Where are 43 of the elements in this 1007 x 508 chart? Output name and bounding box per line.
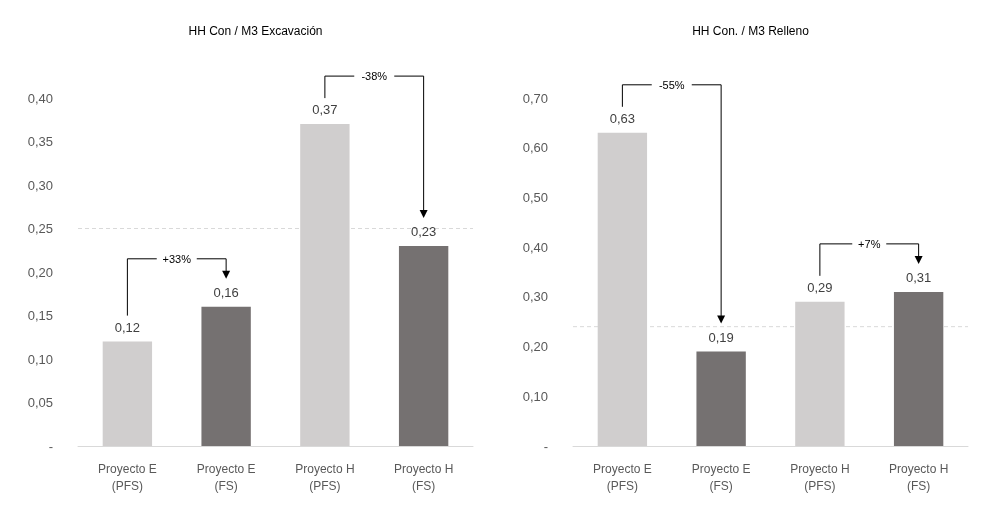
x-tick-label: Proyecto H (PFS) <box>790 461 850 493</box>
data-label: 0,31 <box>905 269 932 285</box>
y-tick-label: 0,50 <box>522 189 548 205</box>
y-tick-label: 0,30 <box>522 289 548 305</box>
y-tick-label: 0,40 <box>27 90 53 106</box>
bar <box>696 351 746 446</box>
y-tick-label: 0,10 <box>522 388 548 404</box>
y-tick-label: 0,20 <box>27 264 53 280</box>
bar <box>201 306 251 446</box>
x-tick-label: Proyecto H (PFS) <box>295 461 355 493</box>
y-tick-label: 0,35 <box>27 134 53 149</box>
chart-title: HH Con / M3 Excavación <box>188 24 323 38</box>
x-tick-label: Proyecto E (FS) <box>691 461 751 493</box>
annotation: +33% <box>162 252 192 265</box>
y-tick-label: 0,30 <box>27 177 53 193</box>
data-label: 0,12 <box>114 319 141 335</box>
y-tick-label: - <box>543 438 548 454</box>
y-tick-label: 0,25 <box>27 221 53 236</box>
data-label: 0,16 <box>213 284 239 300</box>
x-tick-label: Proyecto E (FS) <box>196 461 256 493</box>
data-label: 0,29 <box>807 279 833 295</box>
y-tick-label: 0,05 <box>27 395 53 410</box>
data-label: 0,23 <box>410 223 437 239</box>
x-tick-label: Proyecto E (PFS) <box>593 461 652 493</box>
data-label: 0,63 <box>609 110 636 126</box>
text: -55% <box>658 78 685 91</box>
y-tick-label: 0,40 <box>522 239 548 255</box>
bar <box>893 291 944 446</box>
data-label: 0,37 <box>312 102 338 118</box>
chart-title: HH Con. / M3 Relleno <box>692 24 810 38</box>
text: -38% <box>361 70 388 83</box>
y-tick-label: 0,10 <box>27 351 53 367</box>
annotation: +7% <box>858 237 881 250</box>
y-tick-label: 0,20 <box>522 339 548 355</box>
x-tick-label: Proyecto E (PFS) <box>98 461 157 493</box>
bar <box>398 245 449 446</box>
x-tick-label: Proyecto H (FS) <box>393 461 454 493</box>
x-tick-label: Proyecto H (FS) <box>888 461 949 493</box>
y-tick-label: 0,60 <box>522 140 548 156</box>
y-tick-label: 0,15 <box>27 308 53 323</box>
y-tick-label: - <box>48 438 53 454</box>
data-label: 0,19 <box>708 329 734 345</box>
y-tick-label: 0,70 <box>522 90 548 106</box>
